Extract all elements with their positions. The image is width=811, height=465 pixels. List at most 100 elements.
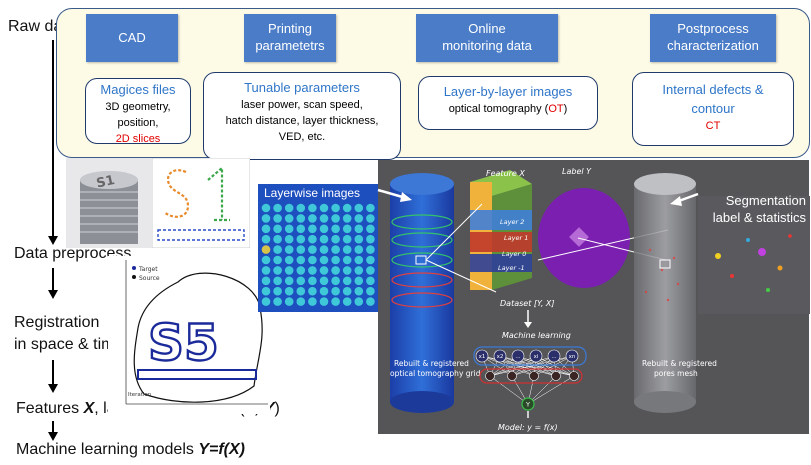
iteration-label: Iteration — [128, 392, 152, 398]
layer-image-dot — [308, 203, 317, 213]
nn-edge — [527, 375, 575, 405]
neural-net: x1 x2... xi... xn Y — [473, 346, 587, 418]
machine-learning-label: Machine learning — [502, 331, 571, 340]
nn-edge — [489, 355, 555, 377]
nn-hidden-node — [569, 371, 579, 381]
segmentation-line-2: label & statistics — [712, 210, 806, 225]
nn-edge — [499, 355, 557, 377]
source-printing-header: Printing parametetrs — [244, 14, 336, 62]
layer-image-dot — [284, 276, 294, 286]
source-postprocess-title-2: characterization — [667, 38, 759, 53]
layerwise-images-panel — [258, 184, 380, 312]
nn-input-label: ... — [551, 354, 556, 360]
layer-image-dot — [354, 276, 364, 286]
layer-image-dot — [342, 224, 352, 234]
layer-image-dot — [366, 276, 375, 286]
layer-label-m1: Layer -1 — [498, 264, 525, 272]
layer-image-dot — [284, 224, 294, 234]
flow-arrow-4 — [52, 421, 54, 433]
layer-image-dot — [331, 224, 340, 234]
nn-edge — [533, 355, 573, 377]
layer-image-dot — [319, 276, 329, 286]
source-postprocess-title-1: Postprocess — [677, 21, 749, 37]
nn-hidden-node — [485, 371, 495, 381]
nn-edge — [499, 355, 535, 377]
nn-output-node — [521, 397, 535, 411]
layer-image-dot — [354, 245, 364, 254]
layer-image-dot — [296, 214, 306, 223]
layer-image-dot — [308, 276, 317, 286]
layer-image-dot — [319, 266, 329, 275]
source-printing-title-1: Printing — [267, 21, 313, 37]
layer-image-dot — [284, 234, 294, 244]
nn-edge — [517, 355, 557, 377]
nn-input-label: xn — [569, 354, 576, 360]
layer-image-dot — [296, 245, 306, 254]
stage-ml-models: Machine learning models Y=f(X) — [16, 441, 245, 459]
flow-arrow-4-head — [48, 432, 58, 441]
layer-image-dot — [296, 203, 306, 213]
stage-ml-formula: Y=f(X) — [198, 441, 245, 458]
flow-arrow-1 — [52, 40, 54, 236]
layer-image-dot — [273, 224, 282, 234]
layer-image-dot — [308, 224, 317, 234]
layer-image-dot — [319, 297, 329, 306]
layer-image-dot — [354, 214, 364, 223]
layer-image-dot — [308, 214, 317, 223]
nn-input-node — [565, 349, 579, 363]
layer-image-dot — [354, 203, 364, 213]
source-postprocess-header: Postprocess characterization — [650, 14, 776, 62]
nn-hidden-node — [529, 371, 539, 381]
layer-image-dot — [342, 286, 352, 296]
source-cad-heading: Magices files — [100, 82, 176, 97]
source-printing-detail: Tunable parameters laser power, scan spe… — [203, 72, 401, 160]
source-printing-line-2: hatch distance, layer thickness, — [225, 114, 379, 127]
flow-arrow-3-head — [48, 384, 58, 393]
layer-image-dot — [319, 255, 329, 265]
layer-image-dot — [331, 234, 340, 244]
layerwise-images-title: Layerwise images — [264, 186, 361, 200]
layer-image-dot — [342, 245, 352, 254]
registration-s5-text: S5 — [148, 314, 219, 372]
stage-features-x: X — [83, 400, 95, 417]
layer-image-dot — [342, 214, 352, 223]
segmentation-line-1: Segmentation — [725, 193, 806, 208]
nn-output-label: Y — [525, 401, 530, 409]
nn-hidden-node — [507, 371, 517, 381]
layer-image-dot — [261, 286, 271, 296]
figure-arrows — [377, 188, 699, 206]
nn-edge — [511, 355, 573, 377]
layer-image-dot — [261, 203, 271, 213]
layer-image-dot — [284, 255, 294, 265]
layer-image-dot — [284, 203, 294, 213]
stage-registration: Registration in space & time — [14, 312, 123, 356]
source-postprocess-heading-2: contour — [691, 100, 735, 116]
layer-image-dot — [319, 245, 329, 254]
source-cad-line-2: position, — [117, 116, 159, 129]
layer-image-dot — [366, 224, 375, 234]
source-monitoring-heading: Layer-by-layer images — [443, 84, 573, 99]
cad-part-thumbnail: S1 — [66, 158, 152, 248]
layer-image-dot — [273, 214, 282, 223]
layer-image-dot — [261, 297, 271, 306]
layer-image-dot — [261, 234, 271, 244]
layer-image-dot — [273, 203, 282, 213]
source-cad-title: CAD — [118, 29, 146, 45]
layer-image-dot — [354, 224, 364, 234]
layer-image-dot — [296, 255, 306, 265]
layer-image-dot — [366, 234, 375, 244]
layer-image-dot — [354, 286, 364, 296]
source-printing-line-1: laser power, scan speed, — [241, 98, 363, 111]
nn-edge — [481, 355, 557, 377]
layer-image-dot — [284, 245, 294, 254]
layer-image-dot — [366, 266, 375, 275]
segmentation-label: Segmentation label & statistics — [706, 192, 806, 226]
layer-image-dot — [342, 203, 352, 213]
layer-image-dot — [319, 214, 329, 223]
layer-image-dot — [273, 234, 282, 244]
layer-image-dot — [319, 203, 329, 213]
layer-image-dot — [261, 276, 271, 286]
layer-image-dot — [273, 266, 282, 275]
layer-image-dot — [273, 276, 282, 286]
nn-edge — [489, 355, 537, 377]
